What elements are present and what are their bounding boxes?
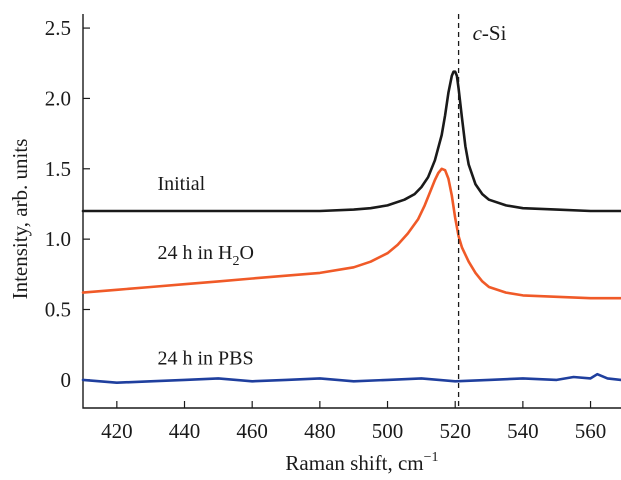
series-label-h2o-suffix: O [239,242,253,264]
x-tick-label: 520 [439,419,471,443]
series-label-h2o-sub: 2 [232,254,239,269]
h2o-spectrum-line [81,167,621,300]
x-axis-title-main: Raman shift, cm [285,451,423,475]
x-axis-title: Raman shift, cm−1 [285,450,438,475]
plot-area: 420 440 460 480 500 520 540 560 0 0.5 1.0 1.5 2.0 2.… [45,14,621,443]
x-tick-label: 460 [236,419,268,443]
c-si-annotation-italic: c [473,21,483,45]
y-tick-label: 0.5 [45,298,71,322]
x-tick-label: 540 [507,419,539,443]
series-label-initial: Initial [157,173,205,195]
x-tick-label: 500 [372,419,404,443]
series-label-h2o-prefix: 24 h in H [157,242,232,264]
initial-spectrum-line [81,70,621,213]
y-tick-label: 0 [61,368,72,392]
axis-frame [82,14,621,409]
series-lines [81,70,621,384]
x-tick-label: 440 [169,419,201,443]
y-axis-ticks: 0 0.5 1.0 1.5 2.0 2.5 [45,16,90,392]
y-tick-label: 1.5 [45,157,71,181]
series-label-pbs: 24 h in PBS [157,347,253,369]
series-label-h2o: 24 h in H2O [157,242,253,269]
x-axis-ticks: 420 440 460 480 500 520 540 560 [101,401,606,443]
x-tick-label: 480 [304,419,336,443]
y-axis-title: Intensity, arb. units [8,139,32,300]
y-tick-label: 2.0 [45,86,71,110]
c-si-annotation: c-Si [473,21,507,45]
y-tick-label: 2.5 [45,16,71,40]
x-tick-label: 420 [101,419,133,443]
pbs-spectrum-line [81,372,621,384]
c-si-annotation-rest: -Si [482,21,507,45]
x-tick-label: 560 [575,419,607,443]
x-axis-title-sup: −1 [424,450,439,465]
y-tick-label: 1.0 [45,227,71,251]
